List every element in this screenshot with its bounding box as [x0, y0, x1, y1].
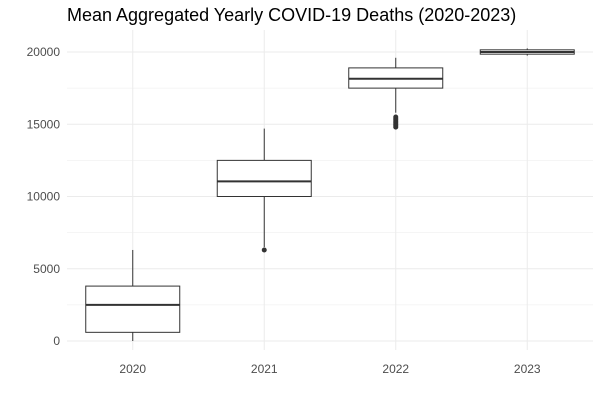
outlier-point	[393, 114, 399, 120]
box-iqr	[85, 285, 181, 333]
y-tick-label: 5000	[33, 262, 60, 276]
box-2023	[479, 48, 575, 56]
box-2020	[85, 249, 181, 341]
y-tick-label: 15000	[27, 117, 61, 131]
x-axis-tick-labels: 2020 2021 2022 2023	[119, 362, 541, 376]
y-tick-label: 20000	[27, 45, 61, 59]
x-tick-label: 2021	[251, 362, 278, 376]
y-axis-tick-labels: 0 5000 10000 15000 20000	[27, 45, 61, 348]
box-series	[85, 48, 575, 341]
outlier-point	[261, 247, 267, 253]
box-2022	[348, 57, 444, 130]
chart-title: Mean Aggregated Yearly COVID-19 Deaths (…	[67, 5, 517, 25]
y-tick-label: 10000	[27, 190, 61, 204]
y-tick-label: 0	[53, 334, 60, 348]
box-2021	[216, 128, 312, 253]
x-tick-label: 2023	[514, 362, 541, 376]
x-tick-label: 2022	[382, 362, 409, 376]
x-tick-label: 2020	[119, 362, 146, 376]
box-iqr	[216, 159, 312, 197]
